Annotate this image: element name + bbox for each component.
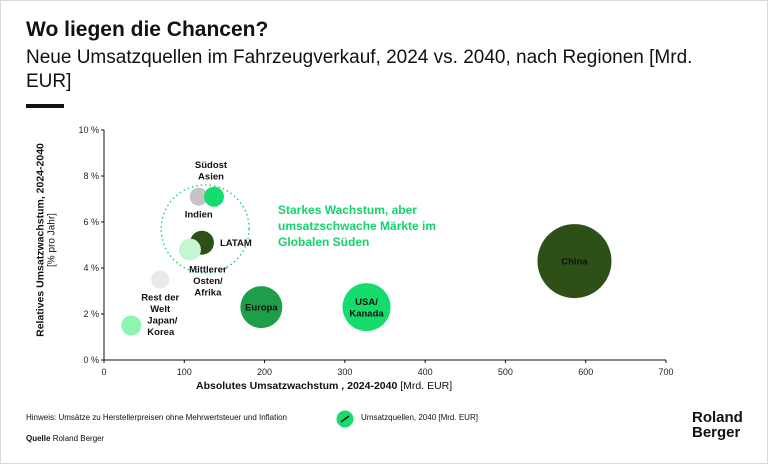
x-tick-label: 500 bbox=[498, 367, 513, 377]
x-axis-label: Absolutes Umsatzwachstum , 2024-2040 bbox=[196, 380, 398, 392]
bubble-china bbox=[537, 224, 612, 299]
bubble-mittlerer-osten-afrika bbox=[178, 238, 201, 261]
x-axis-unit: [Mrd. EUR] bbox=[400, 380, 453, 392]
x-tick-label: 700 bbox=[658, 367, 673, 377]
roland-berger-logo: Roland Berger bbox=[692, 410, 743, 440]
x-tick-label: 0 bbox=[101, 367, 106, 377]
legend-label: Umsatzquellen, 2040 [Mrd. EUR] bbox=[361, 413, 478, 422]
point-label-mittlerer-osten-afrika: Mittlerer Osten/Afrika bbox=[189, 265, 227, 299]
cluster-outline bbox=[160, 184, 250, 274]
y-tick-label: 8 % bbox=[83, 171, 99, 181]
x-axis-label-block: Absolutes Umsatzwachstum , 2024-2040 [Mr… bbox=[196, 380, 452, 392]
legend-bubble-icon bbox=[336, 410, 354, 428]
point-label-japan-korea: Japan/Korea bbox=[147, 315, 177, 338]
x-tick-label: 400 bbox=[418, 367, 433, 377]
source-label: Quelle bbox=[26, 434, 51, 443]
point-label-indien: Indien bbox=[185, 210, 213, 221]
bubble-usa-kanada bbox=[342, 283, 391, 332]
bubble-rest-der-welt bbox=[151, 270, 170, 289]
bubble-europa bbox=[240, 286, 283, 329]
y-tick-label: 0 % bbox=[83, 355, 99, 365]
bubble-indien bbox=[189, 187, 208, 206]
footnote: Hinweis: Umsätze zu Herstellerpreisen oh… bbox=[26, 413, 288, 422]
point-label-suedost-asien: Südost Asien bbox=[195, 160, 228, 183]
point-label-usa-kanada: USA/Kanada bbox=[349, 297, 384, 320]
point-label-latam: LATAM bbox=[220, 238, 252, 249]
x-tick-label: 100 bbox=[177, 367, 192, 377]
chart-annotation: Starkes Wachstum, aber umsatzschwache Mä… bbox=[278, 203, 437, 249]
x-tick-label: 600 bbox=[578, 367, 593, 377]
logo-line-2: Berger bbox=[692, 424, 741, 441]
bubble-suedost-asien bbox=[203, 186, 224, 207]
y-tick-label: 4 % bbox=[83, 263, 99, 273]
source-line: Quelle Roland Berger bbox=[26, 434, 104, 443]
chart-subtitle: Neue Umsatzquellen im Fahrzeugverkauf, 2… bbox=[26, 47, 693, 92]
y-tick-label: 10 % bbox=[78, 125, 99, 135]
source-value: Roland Berger bbox=[52, 434, 105, 443]
point-label-europa: Europa bbox=[245, 303, 278, 314]
point-label-china: China bbox=[561, 257, 588, 268]
chart-title: Wo liegen die Chancen? bbox=[26, 18, 269, 41]
point-label-rest-der-welt: Rest der Welt bbox=[141, 293, 179, 316]
x-tick-label: 200 bbox=[257, 367, 272, 377]
x-tick-label: 300 bbox=[337, 367, 352, 377]
y-tick-label: 2 % bbox=[83, 309, 99, 319]
bubble-japan-korea bbox=[121, 315, 142, 336]
y-tick-label: 6 % bbox=[83, 217, 99, 227]
logo-line-1: Roland bbox=[692, 409, 743, 426]
title-rule bbox=[26, 104, 64, 108]
